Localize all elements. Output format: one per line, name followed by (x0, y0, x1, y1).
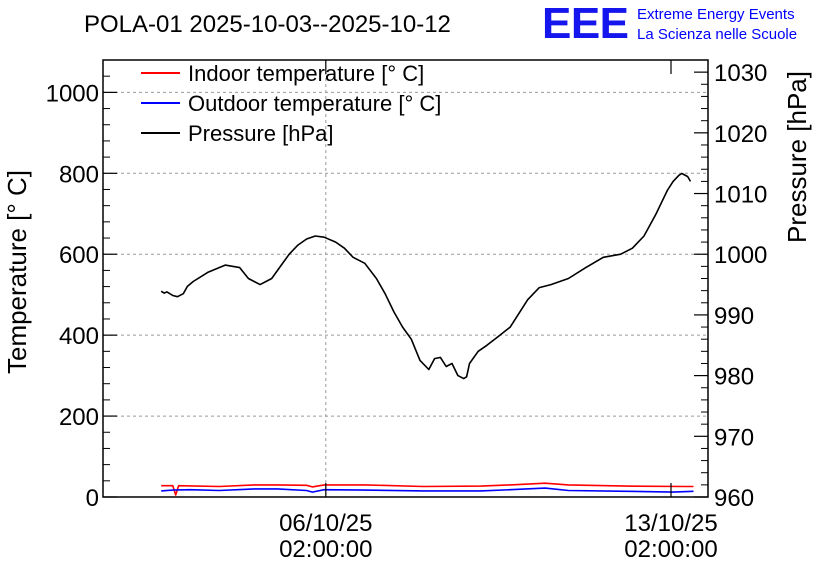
logo-text: EEE (542, 0, 630, 48)
logo-line-2: La Scienza nelle Scuole (637, 26, 797, 43)
y-tick-label: 800 (59, 161, 99, 188)
y2-tick-label: 1020 (714, 121, 767, 148)
legend-label-2: Pressure [hPa] (188, 121, 334, 146)
legend-label-1: Outdoor temperature [° C] (188, 91, 441, 116)
eee-logo: EEE Extreme Energy Events La Scienza nel… (542, 0, 797, 48)
logo-line-1: Extreme Energy Events (637, 6, 795, 23)
y-tick-label: 0 (86, 485, 99, 512)
y-axis-title: Temperature [° C] (2, 170, 32, 374)
x-tick-time: 02:00:00 (624, 536, 717, 563)
y2-tick-label: 1010 (714, 182, 767, 209)
x-tick-date: 13/10/25 (624, 510, 717, 537)
y-tick-label: 400 (59, 323, 99, 350)
y2-axis-title: Pressure [hPa] (782, 71, 812, 243)
grid (103, 60, 708, 497)
y2-tick-label: 960 (714, 485, 754, 512)
series-layer (160, 172, 694, 496)
series-line-1 (161, 487, 694, 493)
y-tick-label: 600 (59, 242, 99, 269)
x-tick-time: 02:00:00 (279, 536, 372, 563)
y2-tick-label: 1000 (714, 242, 767, 269)
y2-tick-label: 990 (714, 303, 754, 330)
series-line-0 (161, 482, 694, 496)
axes: 0 200 400 600 800 1000 960 970 980 990 1000 1010 102… (46, 59, 767, 563)
x-tick-date: 06/10/25 (279, 510, 372, 537)
legend-label-0: Indoor temperature [° C] (188, 61, 424, 86)
series-line-2 (160, 172, 692, 380)
y2-tick-label: 980 (714, 364, 754, 391)
y-tick-label: 200 (59, 404, 99, 431)
y-tick-label: 1000 (46, 80, 99, 107)
chart-title: POLA-01 2025-10-03--2025-10-12 (84, 11, 451, 38)
y2-tick-label: 970 (714, 424, 754, 451)
legend: Indoor temperature [° C] Outdoor temperat… (141, 61, 441, 146)
y2-tick-label: 1030 (714, 60, 767, 87)
